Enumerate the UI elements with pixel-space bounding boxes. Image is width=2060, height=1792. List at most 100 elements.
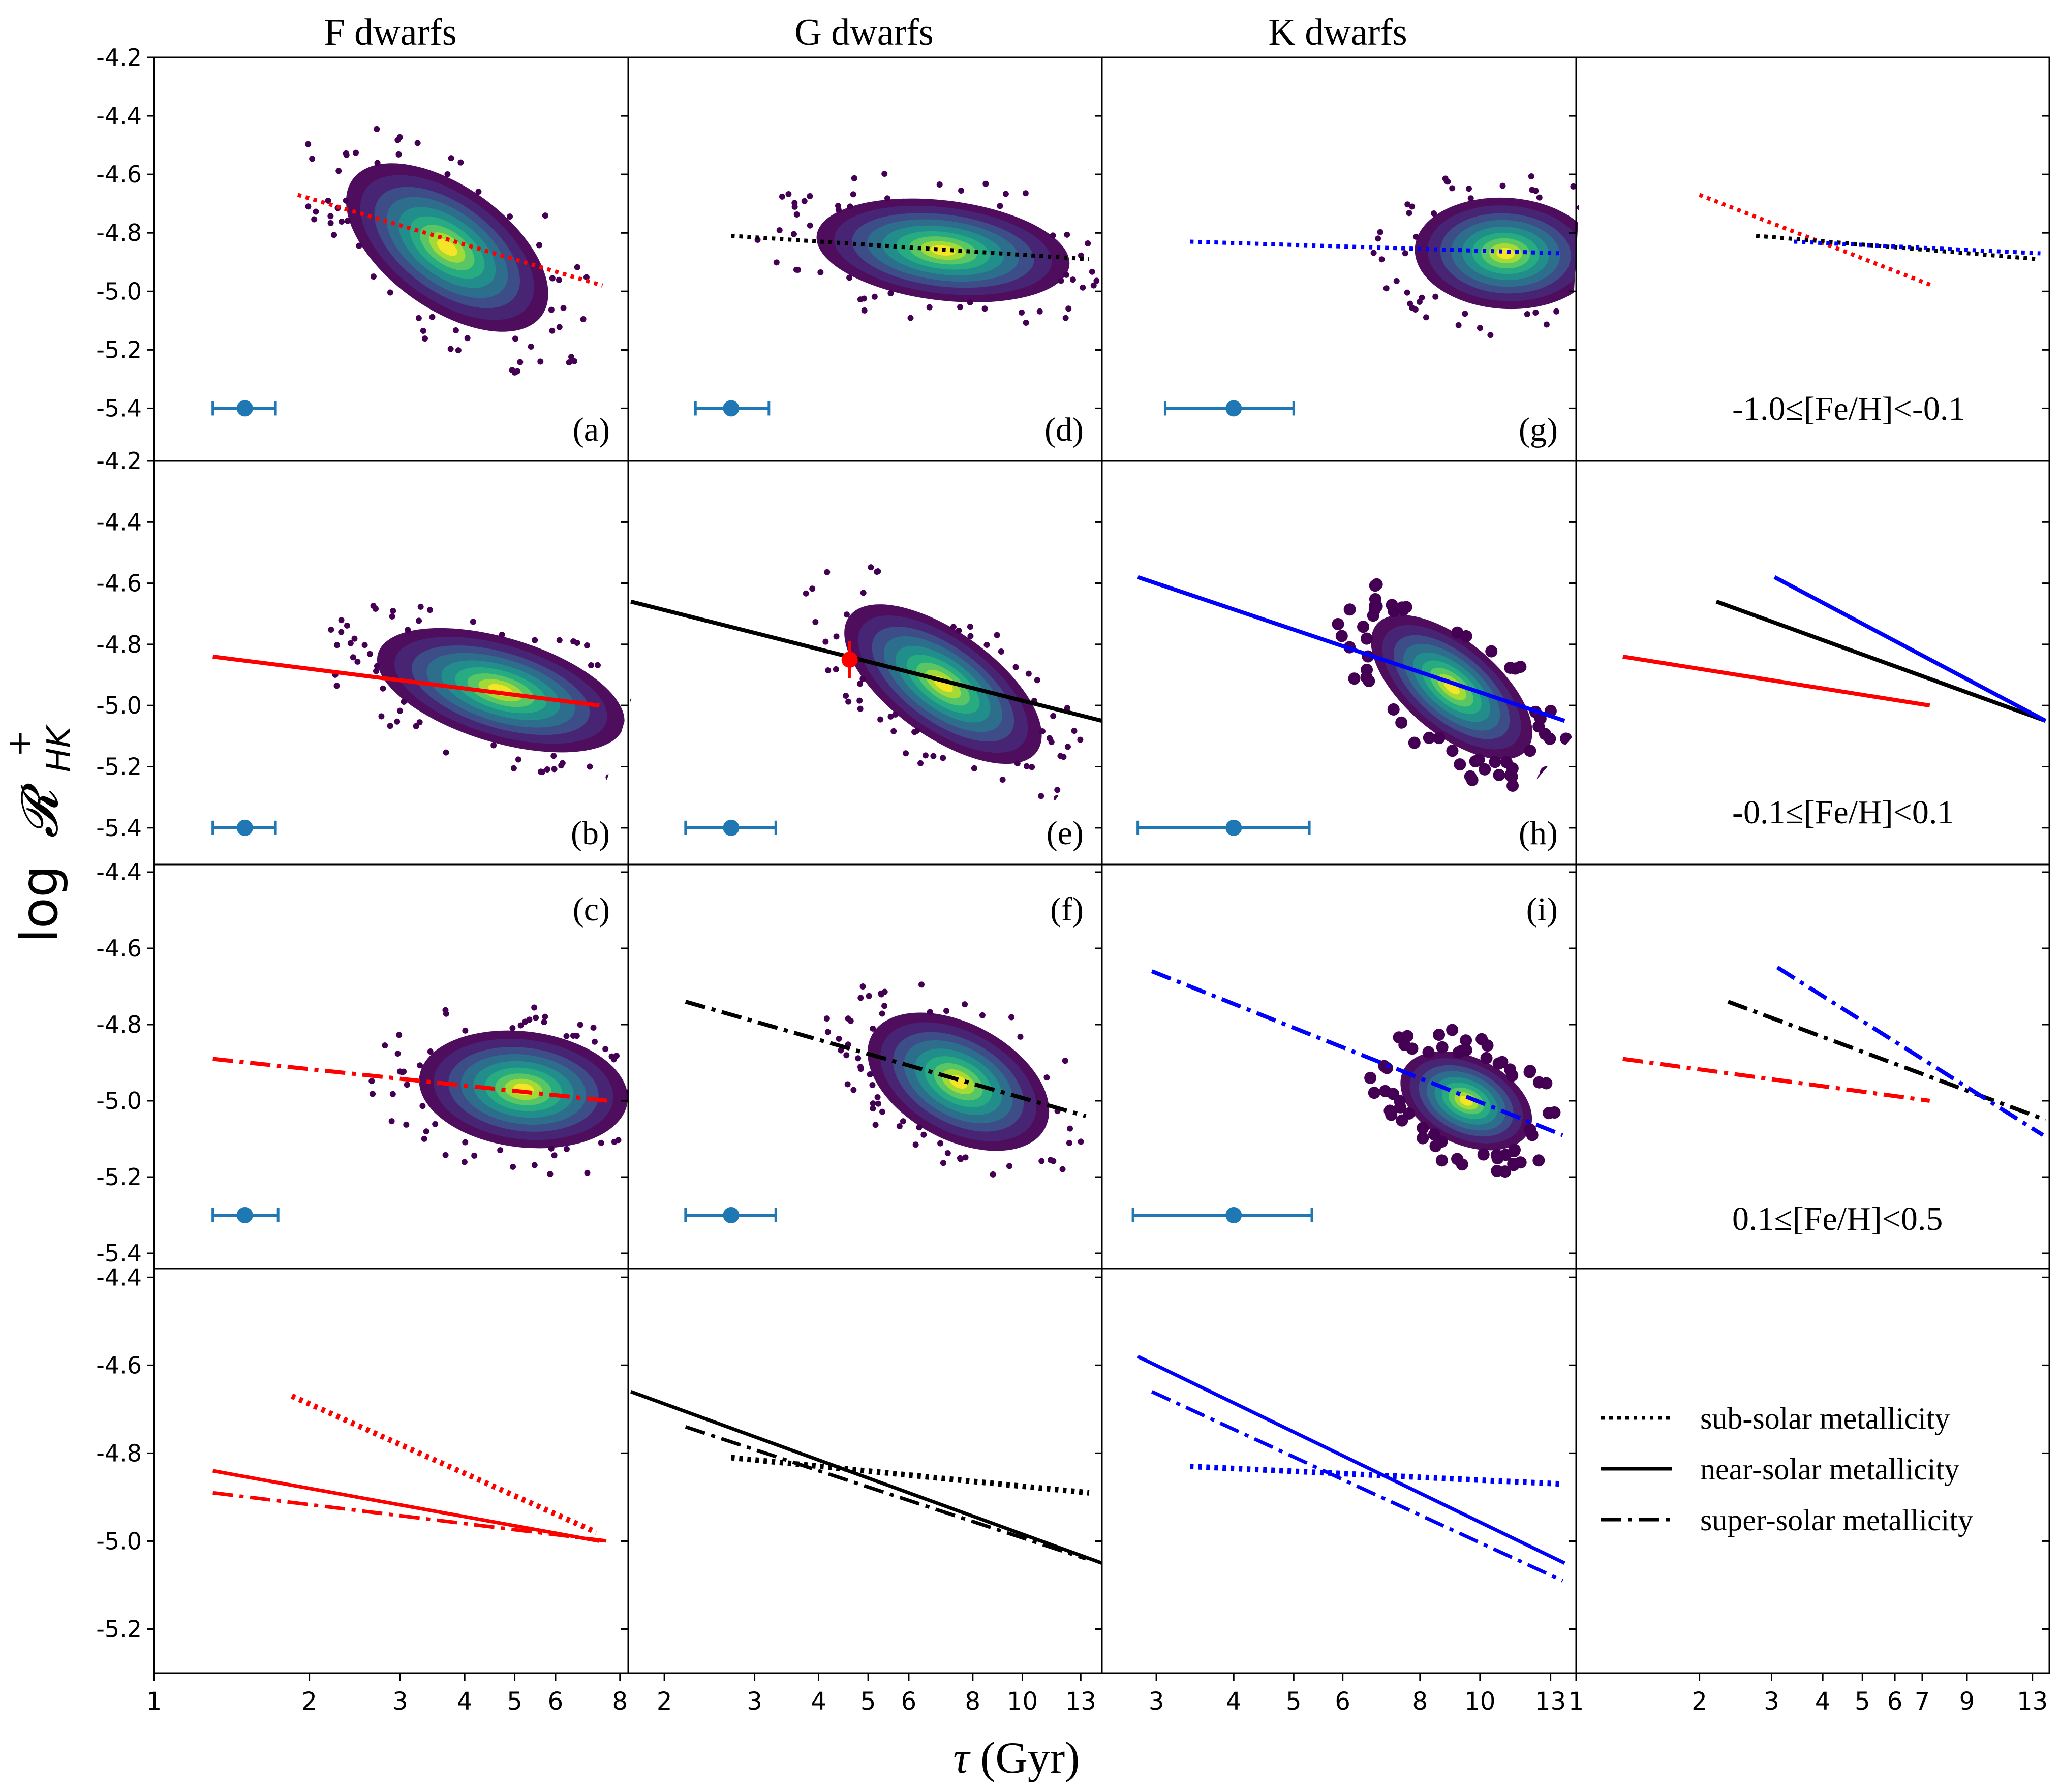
outlier-point <box>542 1013 548 1020</box>
x-tick-label: 4 <box>457 1687 473 1716</box>
outlier-point <box>1394 1101 1406 1114</box>
outlier-point <box>1607 272 1613 279</box>
outlier-point <box>1509 1144 1521 1156</box>
y-label-sup: + <box>1 730 39 757</box>
outlier-point <box>1064 231 1070 238</box>
outlier-point <box>396 134 403 140</box>
outlier-point <box>415 315 422 321</box>
outlier-point <box>1050 232 1056 239</box>
x-axis-label: τ (Gyr) <box>954 1734 1080 1783</box>
outlier-point <box>1105 240 1112 247</box>
x-tick-label: 9 <box>1959 1687 1975 1716</box>
outlier-point <box>1377 229 1383 235</box>
panel-label: (f) <box>1050 891 1084 928</box>
outlier-point <box>793 266 800 273</box>
outlier-point <box>1524 1123 1536 1136</box>
outlier-point <box>1477 1148 1490 1161</box>
outlier-point <box>429 314 436 320</box>
outlier-point <box>875 1100 882 1107</box>
outlier-point <box>1062 1058 1068 1064</box>
outlier-point <box>652 1111 655 1118</box>
outlier-point <box>309 156 316 162</box>
outlier-point <box>630 698 636 704</box>
outlier-point <box>514 368 520 375</box>
error-bar-point <box>1225 400 1242 417</box>
x-tick-label: 10 <box>1464 1687 1495 1716</box>
outlier-point <box>1537 773 1550 785</box>
fit-line-i <box>1151 969 1563 1137</box>
panel-frame <box>1575 1268 2050 1674</box>
outlier-point <box>475 189 482 195</box>
metallicity-label-super: 0.1≤[Fe/H]<0.5 <box>1732 1200 1943 1238</box>
outlier-point <box>1524 311 1530 317</box>
outlier-point <box>791 203 798 210</box>
outlier-point <box>1006 1163 1012 1169</box>
outlier-point <box>773 259 780 266</box>
outlier-point <box>1093 277 1100 284</box>
outlier-point <box>387 723 393 729</box>
outlier-point <box>541 1019 547 1026</box>
outlier-point <box>432 1121 439 1127</box>
outlier-point <box>1047 735 1053 741</box>
outlier-point <box>1038 793 1044 799</box>
outlier-point <box>571 358 577 364</box>
legend-label-sub: sub-solar metallicity <box>1700 1402 1950 1435</box>
outlier-point <box>470 619 476 625</box>
outlier-point <box>328 627 334 633</box>
outlier-point <box>1062 315 1069 321</box>
outlier-point <box>956 627 962 634</box>
outlier-point <box>389 1091 396 1097</box>
outlier-point <box>1435 1154 1448 1167</box>
x-tick-label: 8 <box>1412 1687 1428 1716</box>
outlier-point <box>1489 756 1501 768</box>
outlier-point <box>982 180 989 187</box>
outlier-point <box>1002 191 1009 197</box>
outlier-point <box>847 203 853 210</box>
summary-row-line <box>1622 1057 1930 1103</box>
outlier-point <box>1419 294 1425 301</box>
outlier-point <box>417 1062 423 1069</box>
outlier-point <box>382 1042 388 1049</box>
y-label-symbol: 𝓡 <box>12 783 68 838</box>
outlier-point <box>1023 763 1030 769</box>
outlier-point <box>354 658 361 665</box>
outlier-point <box>790 231 797 237</box>
outlier-point <box>917 760 924 766</box>
outlier-point <box>1477 325 1483 331</box>
outlier-point <box>327 213 334 220</box>
outlier-point <box>401 698 407 705</box>
y-tick-label: -4.4 <box>96 508 142 536</box>
outlier-point <box>339 219 345 225</box>
outlier-point <box>896 1123 903 1130</box>
density-cloud-f <box>823 981 1084 1178</box>
outlier-point <box>911 729 918 735</box>
outlier-point <box>549 327 556 334</box>
outlier-point <box>1085 240 1091 247</box>
outlier-point <box>619 762 625 768</box>
outlier-point <box>1433 732 1446 745</box>
outlier-point <box>1102 279 1109 285</box>
y-label-sub: HK <box>41 724 78 772</box>
outlier-point <box>967 299 973 305</box>
panel-label: (i) <box>1526 891 1558 928</box>
panel-frame <box>153 1268 629 1674</box>
outlier-point <box>936 181 943 188</box>
outlier-point <box>1404 201 1411 208</box>
outlier-point <box>1408 736 1421 749</box>
outlier-point <box>1577 204 1583 211</box>
outlier-point <box>531 1004 538 1011</box>
outlier-point <box>1025 670 1032 677</box>
outlier-point <box>1115 252 1122 259</box>
summary-col-line <box>212 1469 600 1543</box>
outlier-point <box>1406 210 1412 217</box>
outlier-point <box>1029 764 1035 770</box>
outlier-point <box>512 335 518 342</box>
outlier-point <box>517 359 524 365</box>
y-tick-label: -4.8 <box>96 631 142 658</box>
outlier-point <box>414 140 421 146</box>
outlier-point <box>1612 284 1619 291</box>
outlier-point <box>1423 314 1430 321</box>
summary-col-line <box>1137 1354 1565 1565</box>
outlier-point <box>417 603 424 610</box>
outlier-point <box>1626 280 1633 287</box>
